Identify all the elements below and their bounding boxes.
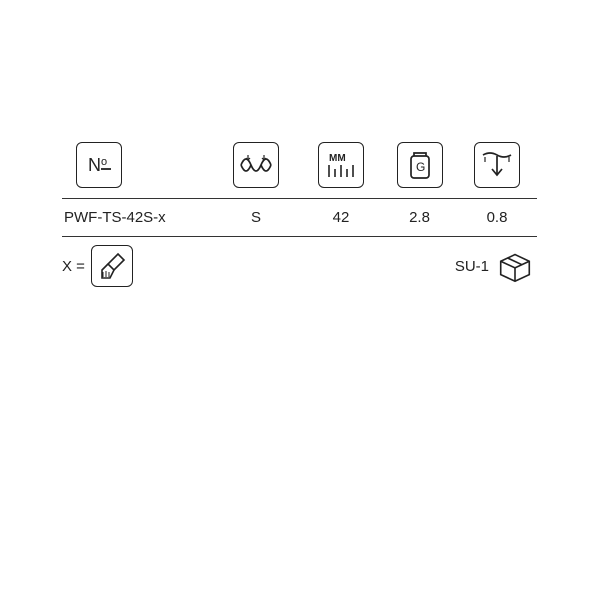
header-col-depth (457, 142, 537, 188)
spec-table: N o MM (62, 142, 537, 287)
header-col-tension (212, 142, 300, 188)
table-row: PWF-TS-42S-x S 42 2.8 0.8 (62, 199, 537, 237)
header-col-mass: G (382, 142, 457, 188)
table-header-row: N o MM (62, 142, 537, 199)
cell-tension: S (212, 209, 300, 226)
cell-ref: PWF-TS-42S-x (62, 209, 212, 226)
header-col-gauge: MM (300, 142, 382, 188)
pack-label: SU-1 (455, 258, 489, 275)
wave-icon (233, 142, 279, 188)
footer-right: SU-1 (455, 246, 537, 286)
svg-text:MM: MM (329, 153, 346, 164)
mm-icon: MM (318, 142, 364, 188)
cell-mass: 2.8 (382, 209, 457, 226)
cell-depth: 0.8 (457, 209, 537, 226)
depth-icon (474, 142, 520, 188)
x-equals-label: X = (62, 258, 85, 275)
brush-icon (91, 245, 133, 287)
svg-text:G: G (416, 160, 425, 174)
cell-gauge: 42 (300, 209, 382, 226)
svg-text:o: o (101, 156, 107, 168)
number-icon: N o (76, 142, 122, 188)
footer-left: X = (62, 245, 133, 287)
svg-text:N: N (88, 155, 101, 175)
header-col-ref: N o (62, 142, 212, 188)
box-icon (495, 246, 535, 286)
weight-icon: G (397, 142, 443, 188)
table-footer-row: X = SU-1 (62, 237, 537, 287)
